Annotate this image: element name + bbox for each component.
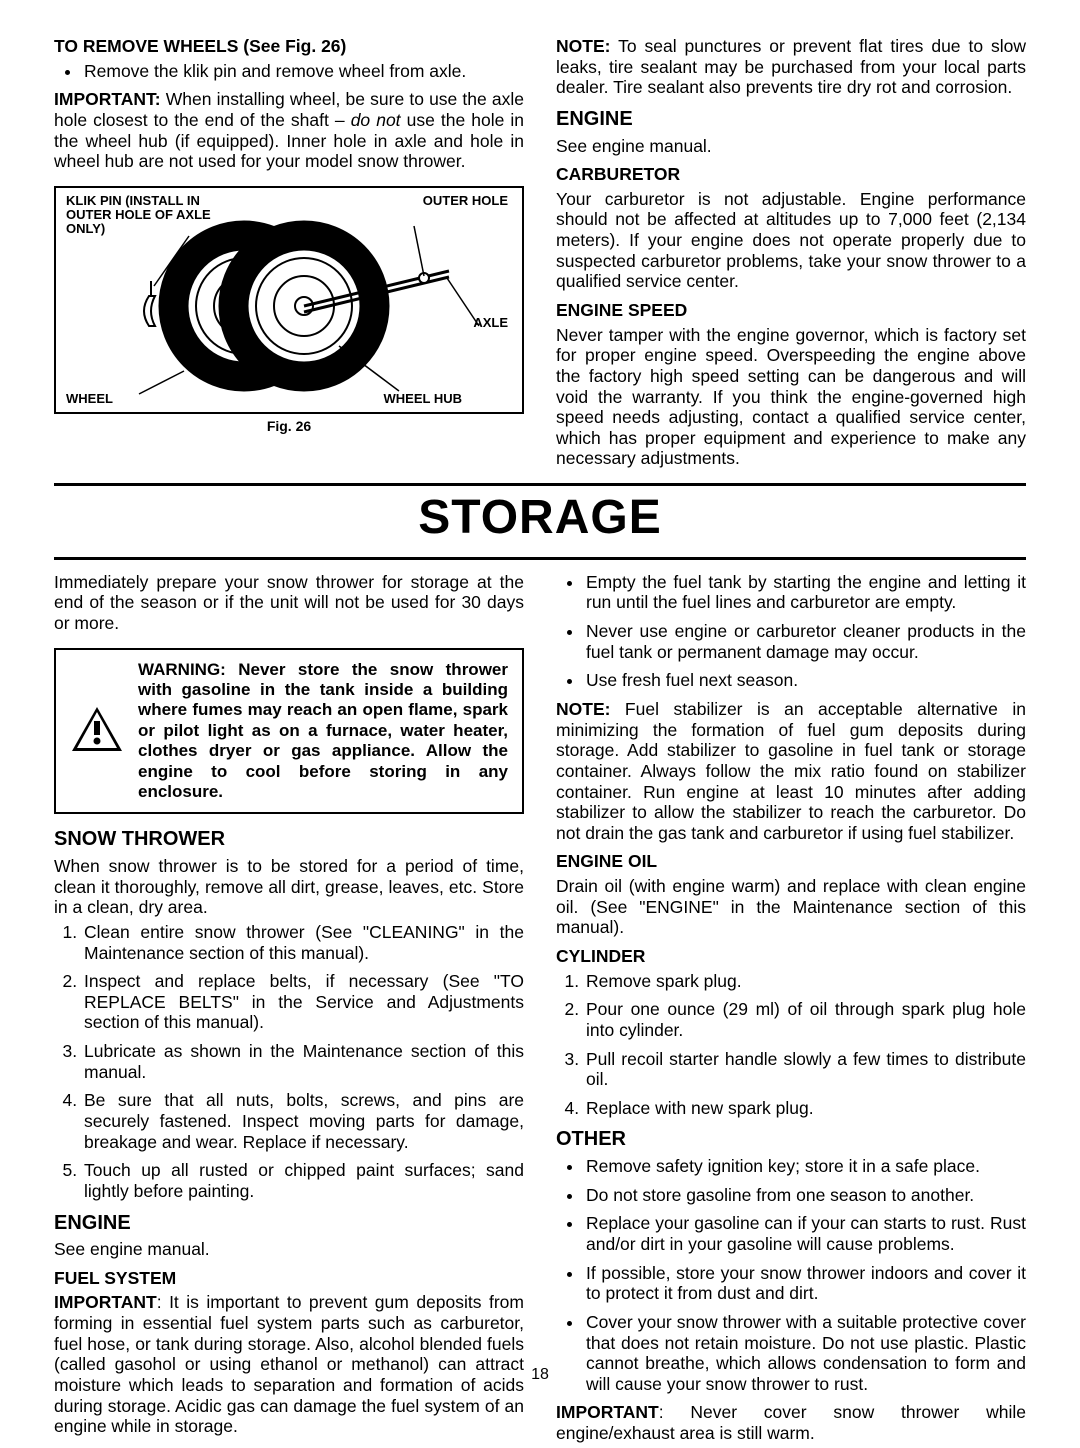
warning-text: WARNING: Never store the snow thrower wi… — [138, 660, 508, 803]
fig-label-outer: OUTER HOLE — [423, 194, 508, 208]
cover-important-label: IMPORTANT — [556, 1402, 659, 1422]
fig-26-caption: Fig. 26 — [54, 418, 524, 435]
page-number: 18 — [531, 1366, 549, 1385]
list-item: Pour one ounce (29 ml) of oil through sp… — [584, 999, 1026, 1040]
engine-oil-text: Drain oil (with engine warm) and replace… — [556, 876, 1026, 938]
fuel-system-heading: FUEL SYSTEM — [54, 1268, 524, 1289]
divider-top — [54, 483, 1026, 486]
see-engine-manual-2: See engine manual. — [54, 1239, 524, 1260]
stabilizer-note-label: NOTE: — [556, 699, 610, 719]
top-right-col: NOTE: To seal punctures or prevent flat … — [556, 32, 1026, 473]
carburetor-heading: CARBURETOR — [556, 164, 1026, 185]
snow-thrower-heading: SNOW THROWER — [54, 828, 524, 852]
engine-speed-text: Never tamper with the engine governor, w… — [556, 325, 1026, 469]
snow-thrower-list: Clean entire snow thrower (See "CLEANING… — [82, 922, 524, 1202]
bottom-left-col: Immediately prepare your snow thrower fo… — [54, 568, 524, 1448]
important-paragraph: IMPORTANT: When installing wheel, be sur… — [54, 89, 524, 172]
note-text: To seal punctures or prevent flat tires … — [556, 36, 1026, 97]
divider-bottom — [54, 557, 1026, 560]
figure-26: KLIK PIN (INSTALL IN OUTER HOLE OF AXLE … — [54, 186, 524, 414]
other-heading: OTHER — [556, 1128, 1026, 1152]
storage-title: STORAGE — [54, 490, 1026, 547]
list-item: Be sure that all nuts, bolts, screws, an… — [82, 1090, 524, 1152]
fig-label-wheel: WHEEL — [66, 392, 113, 406]
fuel-list: Empty the fuel tank by starting the engi… — [584, 572, 1026, 691]
stabilizer-note-text: Fuel stabilizer is an acceptable alterna… — [556, 699, 1026, 843]
important-italic: do not — [351, 110, 401, 130]
important-label: IMPORTANT: — [54, 89, 161, 109]
list-item: If possible, store your snow thrower ind… — [584, 1263, 1026, 1304]
warning-icon — [70, 705, 124, 758]
snow-thrower-intro: When snow thrower is to be stored for a … — [54, 856, 524, 918]
fuel-important: IMPORTANT: It is important to prevent gu… — [54, 1292, 524, 1436]
remove-wheels-heading: TO REMOVE WHEELS (See Fig. 26) — [54, 36, 524, 57]
fig-label-axle: AXLE — [473, 316, 508, 330]
remove-wheels-list: Remove the klik pin and remove wheel fro… — [82, 61, 524, 82]
stabilizer-note: NOTE: Fuel stabilizer is an acceptable a… — [556, 699, 1026, 843]
list-item: Remove spark plug. — [584, 971, 1026, 992]
list-item: Cover your snow thrower with a suitable … — [584, 1312, 1026, 1395]
cover-important: IMPORTANT: Never cover snow thrower whil… — [556, 1402, 1026, 1443]
list-item: Pull recoil starter handle slowly a few … — [584, 1049, 1026, 1090]
list-item: Empty the fuel tank by starting the engi… — [584, 572, 1026, 613]
list-item: Never use engine or carburetor cleaner p… — [584, 621, 1026, 662]
fig-label-klik: KLIK PIN (INSTALL IN OUTER HOLE OF AXLE … — [66, 194, 216, 237]
remove-wheels-bullet: Remove the klik pin and remove wheel fro… — [82, 61, 524, 82]
top-left-col: TO REMOVE WHEELS (See Fig. 26) Remove th… — [54, 32, 524, 473]
storage-intro: Immediately prepare your snow thrower fo… — [54, 572, 524, 634]
engine-speed-heading: ENGINE SPEED — [556, 300, 1026, 321]
cylinder-heading: CYLINDER — [556, 946, 1026, 967]
list-item: Replace with new spark plug. — [584, 1098, 1026, 1119]
list-item: Do not store gasoline from one season to… — [584, 1185, 1026, 1206]
carburetor-text: Your carburetor is not adjustable. Engin… — [556, 189, 1026, 292]
list-item: Lubricate as shown in the Maintenance se… — [82, 1041, 524, 1082]
warning-box: WARNING: Never store the snow thrower wi… — [54, 648, 524, 815]
list-item: Inspect and replace belts, if necessary … — [82, 971, 524, 1033]
engine-heading-2: ENGINE — [54, 1212, 524, 1236]
fuel-important-label: IMPORTANT — [54, 1292, 157, 1312]
list-item: Replace your gasoline can if your can st… — [584, 1213, 1026, 1254]
other-list: Remove safety ignition key; store it in … — [584, 1156, 1026, 1394]
bottom-right-col: Empty the fuel tank by starting the engi… — [556, 568, 1026, 1448]
cylinder-list: Remove spark plug. Pour one ounce (29 ml… — [584, 971, 1026, 1119]
fig-label-hub: WHEEL HUB — [384, 392, 462, 406]
list-item: Use fresh fuel next season. — [584, 670, 1026, 691]
fuel-important-text: : It is important to prevent gum deposit… — [54, 1292, 524, 1436]
engine-oil-heading: ENGINE OIL — [556, 851, 1026, 872]
note-label: NOTE: — [556, 36, 610, 56]
list-item: Clean entire snow thrower (See "CLEANING… — [82, 922, 524, 963]
tire-note: NOTE: To seal punctures or prevent flat … — [556, 36, 1026, 98]
engine-heading: ENGINE — [556, 108, 1026, 132]
list-item: Remove safety ignition key; store it in … — [584, 1156, 1026, 1177]
see-engine-manual: See engine manual. — [556, 136, 1026, 157]
top-columns: TO REMOVE WHEELS (See Fig. 26) Remove th… — [54, 32, 1026, 473]
list-item: Touch up all rusted or chipped paint sur… — [82, 1160, 524, 1201]
bottom-columns: Immediately prepare your snow thrower fo… — [54, 568, 1026, 1448]
